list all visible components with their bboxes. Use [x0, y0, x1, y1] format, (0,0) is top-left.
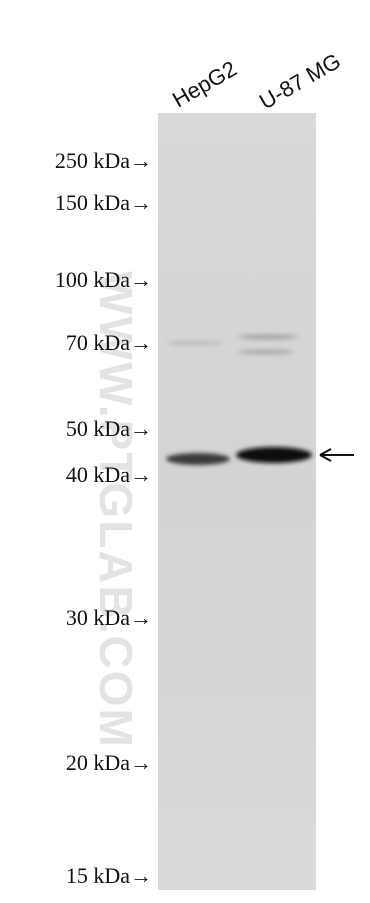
marker-label: 150 kDa→	[55, 190, 152, 215]
band	[238, 349, 294, 355]
lane-label: U-87 MG	[255, 48, 345, 114]
membrane	[158, 113, 316, 890]
arrow	[319, 448, 354, 462]
marker-labels: 250 kDa→ 150 kDa→ 100 kDa→ 70 kDa→ 50 kDa→ 40…	[55, 148, 152, 888]
bands	[166, 334, 312, 465]
marker-label: 250 kDa→	[55, 148, 152, 173]
lane-label: HepG2	[168, 56, 241, 113]
watermark: WWW.PTGLAB.COM	[90, 271, 142, 749]
band	[236, 447, 312, 463]
band	[167, 340, 223, 346]
marker-label: 30 kDa→	[66, 605, 152, 630]
marker-label: 20 kDa→	[66, 750, 152, 775]
marker-label: 70 kDa→	[66, 330, 152, 355]
marker-label: 100 kDa→	[55, 267, 152, 292]
band	[238, 334, 298, 340]
band	[166, 453, 230, 465]
marker-label: 15 kDa→	[66, 863, 152, 888]
marker-label: 50 kDa→	[66, 416, 152, 441]
marker-label: 40 kDa→	[66, 462, 152, 487]
